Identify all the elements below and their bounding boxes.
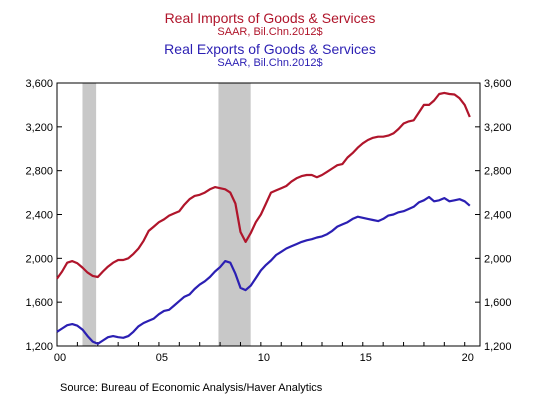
legend-exports: Real Exports of Goods & Services SAAR, B… xyxy=(0,41,540,70)
y-tick-label-left: 3,600 xyxy=(25,78,53,90)
legend-imports-name: Real Imports of Goods & Services xyxy=(164,10,376,26)
x-tick-label: 05 xyxy=(156,352,168,364)
y-tick-label-left: 1,600 xyxy=(25,297,53,309)
plot-frame xyxy=(56,82,481,347)
y-tick-label-left: 3,200 xyxy=(25,122,53,134)
legend-exports-name: Real Exports of Goods & Services xyxy=(164,41,376,57)
legend-exports-unit: SAAR, Bil.Chn.2012$ xyxy=(217,57,323,69)
y-tick-label-right: 3,600 xyxy=(484,78,512,90)
y-tick-label-right: 1,600 xyxy=(484,297,512,309)
x-tick-label: 20 xyxy=(462,352,474,364)
exports-series-line xyxy=(56,195,471,345)
legend-imports: Real Imports of Goods & Services SAAR, B… xyxy=(0,10,540,39)
imports-series-line xyxy=(56,91,471,280)
recession-band-1 xyxy=(218,83,251,346)
y-tick-label-right: 2,400 xyxy=(484,210,512,222)
x-tick-label: 00 xyxy=(54,352,66,364)
x-tick-label: 10 xyxy=(258,352,270,364)
y-tick-label-right: 2,800 xyxy=(484,166,512,178)
y-tick-label-left: 1,200 xyxy=(25,341,53,353)
legend-imports-unit: SAAR, Bil.Chn.2012$ xyxy=(217,26,323,38)
y-tick-label-right: 3,200 xyxy=(484,122,512,134)
y-tick-label-right: 1,200 xyxy=(484,341,512,353)
y-tick-label-left: 2,800 xyxy=(25,166,53,178)
y-tick-label-left: 2,400 xyxy=(25,210,53,222)
recession-band-0 xyxy=(82,83,97,346)
source-note: Source: Bureau of Economic Analysis/Have… xyxy=(60,382,323,394)
y-tick-label-left: 2,000 xyxy=(25,253,53,265)
x-tick-label: 15 xyxy=(360,352,372,364)
y-tick-label-right: 2,000 xyxy=(484,253,512,265)
